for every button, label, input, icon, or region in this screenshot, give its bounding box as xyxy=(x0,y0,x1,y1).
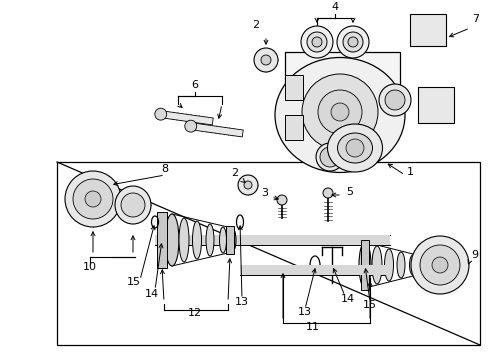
Circle shape xyxy=(431,257,447,273)
Bar xyxy=(240,265,389,275)
Ellipse shape xyxy=(179,218,189,262)
Circle shape xyxy=(330,103,348,121)
Ellipse shape xyxy=(164,214,179,266)
Ellipse shape xyxy=(396,252,404,278)
Ellipse shape xyxy=(65,171,121,227)
Text: 1: 1 xyxy=(406,167,413,177)
Text: 14: 14 xyxy=(340,294,354,304)
Circle shape xyxy=(419,245,459,285)
Ellipse shape xyxy=(327,124,382,172)
Ellipse shape xyxy=(413,255,420,275)
Polygon shape xyxy=(163,111,213,125)
Circle shape xyxy=(276,195,286,205)
Circle shape xyxy=(347,37,357,47)
Ellipse shape xyxy=(274,58,404,172)
Circle shape xyxy=(342,32,362,52)
Circle shape xyxy=(244,181,251,189)
Circle shape xyxy=(253,48,278,72)
Ellipse shape xyxy=(371,246,381,284)
Text: 2: 2 xyxy=(231,168,238,178)
Ellipse shape xyxy=(115,186,151,224)
Ellipse shape xyxy=(384,249,393,281)
Circle shape xyxy=(311,37,321,47)
Bar xyxy=(225,226,234,254)
Bar xyxy=(57,162,479,345)
Text: 3: 3 xyxy=(261,188,268,198)
Text: 15: 15 xyxy=(362,300,376,310)
Bar xyxy=(285,115,303,140)
Circle shape xyxy=(155,108,166,120)
Ellipse shape xyxy=(192,221,201,259)
Circle shape xyxy=(184,120,196,132)
Text: 13: 13 xyxy=(297,307,311,317)
Ellipse shape xyxy=(408,255,416,275)
Circle shape xyxy=(306,32,326,52)
Ellipse shape xyxy=(219,227,226,253)
Ellipse shape xyxy=(410,236,468,294)
Text: 14: 14 xyxy=(144,289,159,299)
Circle shape xyxy=(261,55,270,65)
Bar xyxy=(155,235,389,245)
Text: 13: 13 xyxy=(235,297,248,307)
Bar xyxy=(417,87,453,123)
Ellipse shape xyxy=(358,242,370,288)
Circle shape xyxy=(238,175,258,195)
Text: 4: 4 xyxy=(331,2,338,12)
Circle shape xyxy=(384,90,404,110)
Text: 12: 12 xyxy=(187,308,202,318)
Circle shape xyxy=(336,26,368,58)
Bar xyxy=(409,14,445,46)
Bar xyxy=(285,75,303,100)
Circle shape xyxy=(73,179,113,219)
Bar xyxy=(360,240,368,290)
Circle shape xyxy=(323,188,332,198)
Ellipse shape xyxy=(227,228,236,252)
Text: 7: 7 xyxy=(471,14,479,24)
Polygon shape xyxy=(192,123,243,137)
Bar xyxy=(157,212,167,268)
Bar xyxy=(285,52,399,117)
Circle shape xyxy=(317,90,361,134)
Circle shape xyxy=(301,26,332,58)
Text: 2: 2 xyxy=(252,20,259,30)
Bar xyxy=(412,253,419,277)
Text: 10: 10 xyxy=(83,262,97,272)
Text: 15: 15 xyxy=(127,277,141,287)
Ellipse shape xyxy=(205,224,214,256)
Circle shape xyxy=(85,191,101,207)
Circle shape xyxy=(302,74,377,150)
Text: 6: 6 xyxy=(191,80,198,90)
Circle shape xyxy=(346,139,363,157)
Circle shape xyxy=(121,193,145,217)
Text: 11: 11 xyxy=(305,322,319,332)
Text: 8: 8 xyxy=(161,164,168,174)
Ellipse shape xyxy=(378,84,410,116)
Circle shape xyxy=(319,147,339,167)
Ellipse shape xyxy=(337,133,372,163)
Ellipse shape xyxy=(315,143,343,171)
Text: 5: 5 xyxy=(346,187,353,197)
Text: 9: 9 xyxy=(470,250,478,260)
